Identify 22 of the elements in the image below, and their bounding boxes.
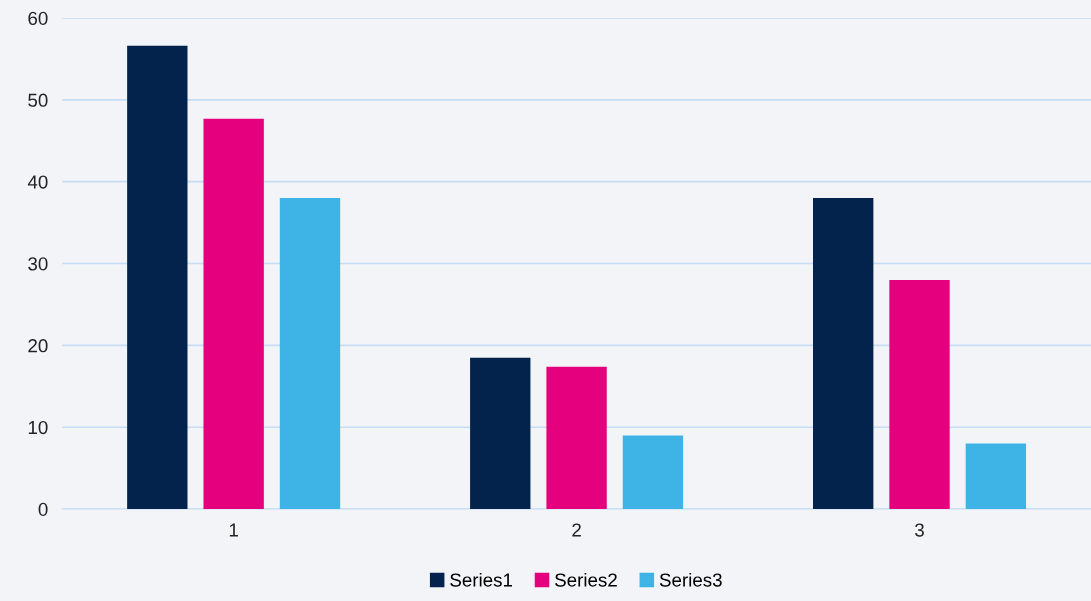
bar	[546, 366, 607, 510]
legend-label: Series3	[659, 572, 722, 587]
bar	[470, 357, 531, 510]
y-tick-label: 0	[38, 502, 48, 517]
y-tick-label: 60	[28, 11, 48, 26]
bar	[889, 279, 950, 510]
bar	[127, 45, 188, 510]
y-tick-label: 20	[28, 339, 48, 353]
bar	[965, 443, 1027, 510]
x-tick-label: 3	[915, 523, 924, 537]
legend-label: Series2	[555, 572, 617, 587]
bar	[622, 435, 684, 510]
bar	[813, 198, 874, 510]
y-tick-label: 30	[28, 257, 48, 271]
x-tick-label: 2	[572, 523, 581, 537]
y-tick-label: 40	[27, 175, 48, 189]
bar	[279, 198, 341, 510]
y-tick-label: 10	[28, 420, 48, 435]
legend-label: Series1	[450, 572, 513, 587]
bar	[203, 118, 264, 510]
y-tick-label: 50	[28, 93, 48, 107]
x-tick-label: 1	[229, 523, 238, 537]
